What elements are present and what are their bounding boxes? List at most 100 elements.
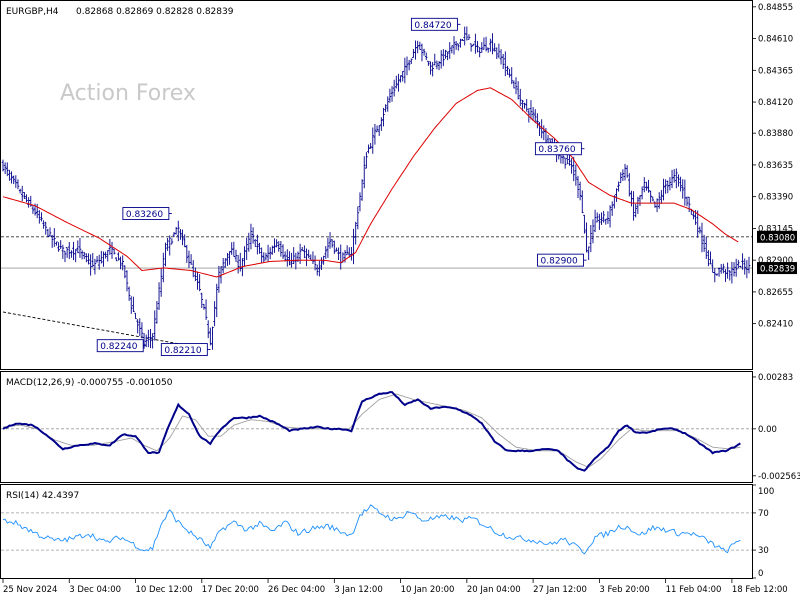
price-bar [390, 86, 394, 102]
price-bar [495, 47, 499, 60]
price-bar [651, 196, 655, 202]
price-bar [82, 251, 86, 260]
price-bar [679, 176, 682, 192]
price-bar [424, 52, 428, 61]
price-bar [640, 186, 644, 200]
price-bar [476, 41, 479, 53]
price-bar [386, 96, 390, 112]
price-bar [461, 38, 464, 41]
price-level-label: 0.83080 [760, 233, 795, 243]
price-bar [78, 237, 82, 258]
price-bar [619, 172, 623, 184]
price-bar [704, 236, 708, 260]
price-bar [87, 253, 90, 265]
price-bar [38, 210, 41, 224]
price-bar [275, 239, 278, 248]
price-annotation: 0.82210 [160, 343, 211, 356]
price-bar [585, 222, 588, 253]
price-bar [245, 237, 248, 261]
price-bar [681, 179, 685, 199]
rsi-axis-tick: 30 [758, 546, 769, 556]
price-bar [256, 234, 259, 255]
price-bar [563, 157, 567, 169]
price-bar [35, 203, 39, 219]
price-bar [431, 62, 434, 77]
macd-panel-frame [0, 371, 753, 483]
price-bar [147, 329, 150, 348]
price-bar [50, 234, 54, 248]
price-bar [675, 168, 678, 189]
price-bar [737, 259, 740, 269]
price-axis-tick: 0.84365 [758, 66, 793, 76]
price-bar [608, 205, 612, 228]
price-bar [117, 252, 120, 261]
price-bar [236, 255, 240, 274]
price-bar [253, 238, 257, 247]
price-bar [153, 310, 157, 341]
price-bar [206, 320, 210, 339]
price-bar [362, 156, 366, 189]
price-bar [12, 175, 15, 184]
price-bar [365, 152, 368, 169]
price-bar [508, 68, 511, 78]
rsi-line [2, 504, 741, 555]
time-axis-tick: 3 Feb 20:00 [599, 585, 649, 595]
price-bar [664, 179, 667, 194]
price-bar [478, 47, 481, 58]
price-bar [20, 185, 24, 202]
price-bar [217, 265, 221, 293]
price-bar [666, 180, 670, 194]
price-bar [247, 232, 251, 252]
price-bar [486, 47, 490, 53]
macd-line [2, 391, 741, 472]
time-axis-tick: 25 Nov 2024 [3, 585, 57, 595]
price-bar [3, 162, 7, 175]
price-annotation: 0.82900 [537, 253, 587, 267]
price-bar [677, 174, 680, 187]
price-bar [668, 177, 672, 191]
price-bar [452, 36, 456, 55]
price-bar [465, 26, 469, 41]
rsi-axis-tick: 100 [758, 487, 774, 497]
price-bar [589, 224, 593, 253]
price-bar [5, 162, 9, 177]
price-bar [662, 178, 665, 201]
price-bar [155, 300, 159, 324]
price-bar [442, 49, 445, 67]
price-bar [8, 169, 11, 181]
macd-title: MACD(12,26,9) -0.000755 -0.001050 [6, 378, 173, 388]
macd-axis-tick: 0.00 [758, 425, 777, 435]
price-bar [159, 268, 163, 297]
price-level-label: 0.82839 [760, 265, 795, 275]
price-bar [95, 255, 99, 263]
price-bar [260, 247, 263, 263]
price-bar [241, 258, 244, 277]
price-bar [144, 334, 148, 348]
price-bar [337, 247, 340, 261]
price-bar [249, 223, 253, 250]
price-bar [142, 333, 146, 349]
price-bar [728, 270, 732, 281]
macd-axis-tick: -0.002563 [758, 472, 800, 482]
price-bar [516, 81, 520, 100]
price-bar [140, 322, 144, 339]
price-bar [448, 42, 452, 59]
price-bar [209, 327, 212, 346]
price-bar [97, 254, 101, 270]
price-bar [55, 241, 58, 246]
price-bar [149, 329, 152, 349]
macd-axis-tick: 0.00283 [758, 373, 793, 383]
price-bar [354, 221, 357, 245]
annotation-label: 0.82240 [100, 342, 137, 352]
annotation-label: 0.83260 [126, 210, 163, 220]
price-annotation: 0.84720 [410, 17, 461, 31]
price-bar [709, 251, 712, 265]
price-bar [18, 188, 22, 194]
price-bar [10, 171, 13, 184]
price-bar [204, 299, 208, 320]
price-bar [392, 79, 396, 97]
price-bar [375, 125, 379, 133]
price-bar [61, 244, 65, 259]
price-bar [25, 194, 28, 203]
price-bar [48, 227, 52, 237]
